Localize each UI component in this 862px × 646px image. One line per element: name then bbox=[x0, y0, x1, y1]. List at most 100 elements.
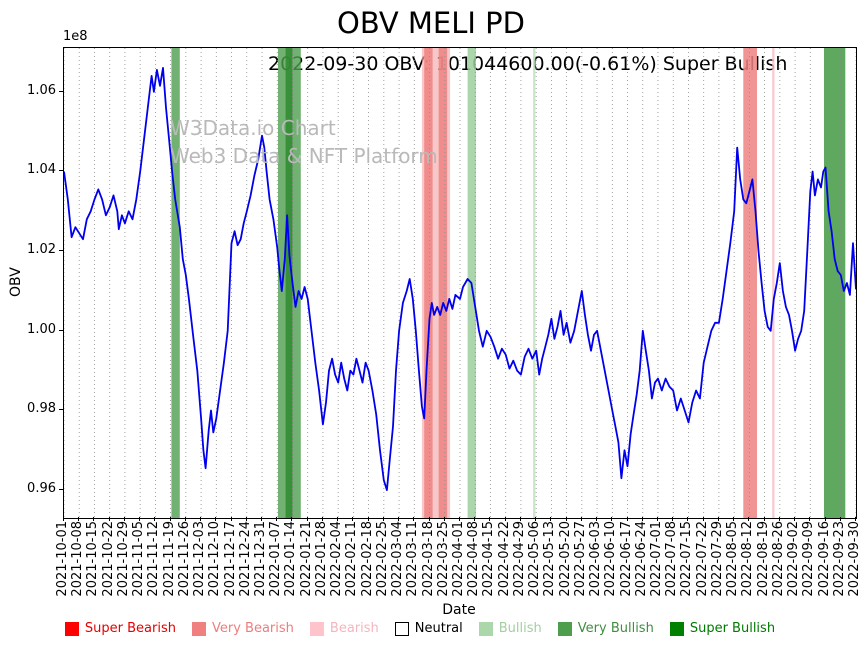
x-tick-mark bbox=[687, 517, 689, 521]
legend-swatch-icon bbox=[478, 621, 493, 636]
x-tick-mark bbox=[428, 517, 430, 521]
y-tick-mark bbox=[59, 329, 63, 331]
x-tick-mark bbox=[352, 517, 354, 521]
x-tick-label: 2022-07-01 bbox=[649, 521, 664, 597]
x-tick-mark bbox=[702, 517, 704, 521]
x-tick-mark bbox=[108, 517, 110, 521]
x-tick-label: 2021-12-03 bbox=[192, 521, 208, 597]
signal-band-bullish bbox=[533, 48, 536, 518]
watermark-line2: Web3 Data & NFT Platform bbox=[170, 144, 438, 168]
x-tick-label: 2022-02-25 bbox=[374, 521, 390, 597]
x-tick-label: 2022-08-12 bbox=[740, 521, 756, 597]
x-tick-label: 2022-06-17 bbox=[618, 521, 634, 597]
x-tick-label: 2021-11-12 bbox=[146, 521, 162, 597]
x-tick-mark bbox=[519, 517, 521, 521]
x-tick-mark bbox=[382, 517, 384, 521]
x-tick-mark bbox=[794, 517, 796, 521]
legend-swatch-icon bbox=[192, 621, 206, 636]
x-tick-mark bbox=[535, 517, 537, 521]
x-tick-mark bbox=[550, 517, 552, 521]
y-tick-label: 1.00 bbox=[27, 321, 56, 337]
watermark: W3Data.io Chart Web3 Data & NFT Platform bbox=[170, 114, 438, 170]
legend-label: Super Bearish bbox=[84, 621, 176, 636]
y-tick-mark bbox=[59, 90, 63, 92]
x-tick-label: 2022-08-19 bbox=[755, 521, 771, 597]
x-tick-mark bbox=[291, 517, 293, 521]
x-tick-label: 2022-01-07 bbox=[268, 521, 284, 597]
x-tick-label: 2022-02-04 bbox=[329, 521, 345, 597]
x-tick-mark bbox=[596, 517, 598, 521]
chart-title: OBV MELI PD bbox=[337, 6, 525, 40]
x-tick-mark bbox=[169, 517, 171, 521]
x-tick-mark bbox=[809, 517, 811, 521]
legend-label: Very Bullish bbox=[577, 621, 654, 636]
y-tick-mark bbox=[59, 489, 63, 491]
obv-line bbox=[64, 66, 856, 492]
x-tick-label: 2022-07-22 bbox=[694, 521, 710, 597]
x-tick-label: 2022-01-14 bbox=[283, 521, 299, 597]
x-tick-mark bbox=[63, 517, 64, 521]
x-tick-mark bbox=[78, 517, 80, 521]
x-tick-label: 2022-01-21 bbox=[298, 521, 314, 597]
x-tick-label: 2021-11-05 bbox=[131, 521, 147, 597]
x-tick-mark bbox=[245, 517, 247, 521]
signal-band-very-bullish bbox=[171, 48, 180, 518]
x-tick-mark bbox=[778, 517, 780, 521]
x-tick-label: 2022-07-15 bbox=[679, 521, 695, 597]
x-tick-mark bbox=[657, 517, 658, 521]
x-tick-label: 2022-09-09 bbox=[801, 521, 817, 597]
legend-label: Neutral bbox=[414, 621, 463, 636]
x-tick-label: 2022-05-06 bbox=[527, 521, 543, 597]
x-tick-label: 2022-08-26 bbox=[770, 521, 786, 597]
x-tick-label: 2021-12-17 bbox=[222, 521, 238, 597]
x-tick-label: 2022-09-16 bbox=[816, 521, 832, 597]
x-tick-mark bbox=[276, 517, 278, 521]
x-tick-mark bbox=[200, 517, 202, 521]
signal-band-very-bearish bbox=[424, 48, 433, 518]
x-tick-label: 2022-07-08 bbox=[664, 521, 680, 597]
x-tick-mark bbox=[611, 517, 613, 521]
y-tick-label: 1.04 bbox=[27, 162, 56, 178]
x-tick-label: 2022-03-18 bbox=[420, 521, 436, 597]
x-tick-label: 2021-12-10 bbox=[207, 521, 223, 597]
x-tick-mark bbox=[474, 517, 476, 521]
x-tick-label: 2022-01-28 bbox=[313, 521, 329, 597]
x-tick-mark bbox=[504, 517, 506, 521]
signal-band-very-bullish bbox=[285, 48, 293, 518]
x-tick-mark bbox=[672, 517, 674, 521]
x-tick-mark bbox=[459, 517, 460, 521]
x-tick-label: 2022-04-01 bbox=[451, 521, 466, 597]
x-tick-label: 2021-10-22 bbox=[100, 521, 116, 597]
legend-item-very-bullish: Very Bullish bbox=[557, 621, 654, 636]
legend-swatch-icon bbox=[669, 621, 684, 636]
x-tick-label: 2021-12-31 bbox=[253, 521, 268, 597]
x-tick-label: 2022-06-10 bbox=[603, 521, 619, 597]
x-tick-mark bbox=[321, 517, 323, 521]
legend-swatch-icon bbox=[64, 621, 79, 636]
x-tick-label: 2022-05-20 bbox=[557, 521, 573, 597]
x-tick-mark bbox=[733, 517, 735, 521]
x-tick-mark bbox=[855, 517, 856, 521]
y-tick-label: 0.96 bbox=[27, 481, 56, 497]
x-tick-label: 2022-09-30 bbox=[847, 521, 862, 597]
x-tick-label: 2022-04-22 bbox=[496, 521, 512, 597]
x-tick-mark bbox=[580, 517, 582, 521]
x-tick-mark bbox=[230, 517, 232, 521]
x-tick-mark bbox=[215, 517, 217, 521]
x-tick-label: 2022-02-18 bbox=[359, 521, 375, 597]
x-tick-mark bbox=[565, 517, 567, 521]
obv-chart-svg bbox=[64, 48, 856, 518]
x-tick-mark bbox=[367, 517, 369, 521]
legend-item-bullish: Bullish bbox=[478, 621, 542, 636]
legend-swatch-icon bbox=[394, 621, 409, 636]
x-tick-mark bbox=[306, 517, 308, 521]
x-tick-mark bbox=[763, 517, 765, 521]
x-tick-label: 2022-03-11 bbox=[405, 521, 421, 597]
x-tick-mark bbox=[824, 517, 826, 521]
x-tick-mark bbox=[154, 517, 156, 521]
x-tick-mark bbox=[261, 517, 262, 521]
x-tick-mark bbox=[184, 517, 186, 521]
x-tick-mark bbox=[717, 517, 719, 521]
x-tick-mark bbox=[93, 517, 95, 521]
